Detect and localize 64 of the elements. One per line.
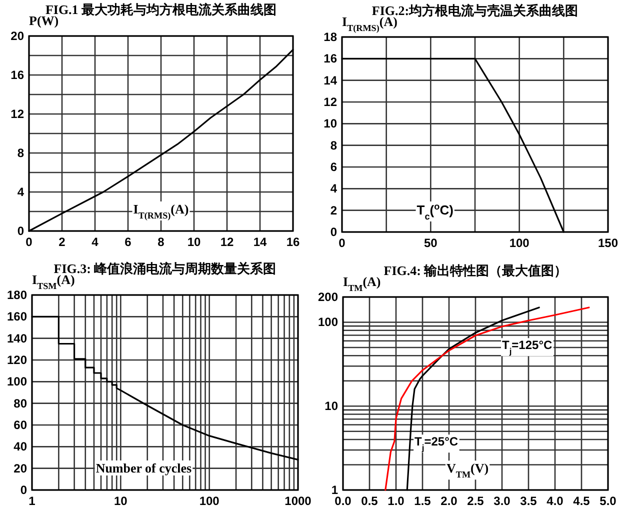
y-tick-label: 4 [330, 182, 338, 196]
x-tick-label: 150 [598, 236, 618, 250]
y-tick-label: 60 [14, 418, 28, 432]
x-axis-title: T$_{c}$($^{o}$C) [416, 201, 454, 222]
x-tick-label: 14 [253, 235, 267, 249]
y-tick-label: 0 [17, 224, 24, 238]
x-tick-label: 3.5 [520, 494, 538, 508]
x-tick-label: 4.0 [546, 494, 564, 508]
y-tick-label: 6 [330, 160, 338, 174]
annotation: T$_{j}$=125°C [502, 338, 552, 356]
x-axis-title: Number of cycles [96, 460, 192, 476]
y-tick-label: 8 [330, 138, 338, 152]
x-tick-label: 6 [124, 235, 132, 249]
y-tick-label: 100 [318, 315, 338, 330]
annotation: T$_{j}$=25°C [414, 434, 458, 453]
y-tick-label: 16 [324, 52, 338, 66]
x-tick-label: 10 [187, 235, 201, 249]
x-tick-label: 2 [58, 235, 66, 249]
chart-title: FIG.4: 输出特性图（最大值图） [384, 263, 568, 278]
y-tick-label: 160 [6, 310, 28, 324]
x-tick-label: 1.0 [388, 494, 405, 508]
y-tick-label: 40 [14, 440, 28, 454]
x-tick-label: 1.5 [414, 494, 432, 508]
x-tick-label: 0.0 [334, 494, 352, 508]
y-tick-label: 80 [14, 396, 28, 410]
x-tick-label: 50 [424, 236, 438, 250]
x-tick-label: 1 [28, 494, 36, 508]
x-tick-label: 100 [199, 494, 220, 508]
y-tick-label: 180 [6, 288, 28, 302]
x-tick-label: 4.5 [573, 494, 590, 508]
y-tick-label: 1 [331, 483, 338, 497]
x-tick-label: 100 [509, 236, 530, 250]
y-tick-label: 12 [10, 107, 24, 121]
y-tick-label: 20 [14, 461, 28, 476]
y-tick-label: 4 [17, 185, 24, 199]
x-tick-label: 3.0 [494, 494, 511, 508]
y-tick-label: 0 [330, 225, 338, 239]
y-tick-label: 18 [324, 30, 338, 44]
y-tick-label: 14 [324, 73, 338, 88]
x-axis-title: V$_{TM}$(V) [446, 460, 489, 480]
x-tick-label: 2.5 [467, 494, 484, 508]
y-tick-label: 12 [324, 95, 338, 109]
y-tick-label: 8 [17, 146, 24, 160]
y-tick-label: 20 [10, 29, 24, 43]
y-tick-label: 100 [6, 374, 28, 389]
y-tick-label: 0 [20, 483, 28, 497]
x-tick-label: 10 [114, 494, 128, 508]
x-tick-label: 0.5 [361, 494, 378, 508]
x-tick-label: 2.0 [440, 494, 458, 508]
x-tick-label: 12 [220, 235, 234, 249]
x-tick-label: 8 [158, 235, 165, 249]
y-tick-label: 200 [318, 290, 338, 304]
y-tick-label: 2 [330, 203, 338, 218]
y-tick-label: 120 [6, 353, 28, 367]
y-tick-label: 16 [10, 68, 24, 82]
y-tick-label: 10 [324, 399, 338, 414]
y-tick-label: 10 [324, 116, 338, 131]
x-tick-label: 5.0 [600, 494, 617, 508]
y-axis-title: I$_{TM}$(A) [343, 274, 381, 293]
x-tick-label: 1000 [284, 494, 312, 508]
x-axis-title: I$_{T(RMS)}$(A) [133, 201, 189, 220]
x-tick-label: 16 [286, 235, 300, 249]
x-tick-label: 4 [92, 235, 99, 249]
y-tick-label: 140 [6, 331, 28, 346]
